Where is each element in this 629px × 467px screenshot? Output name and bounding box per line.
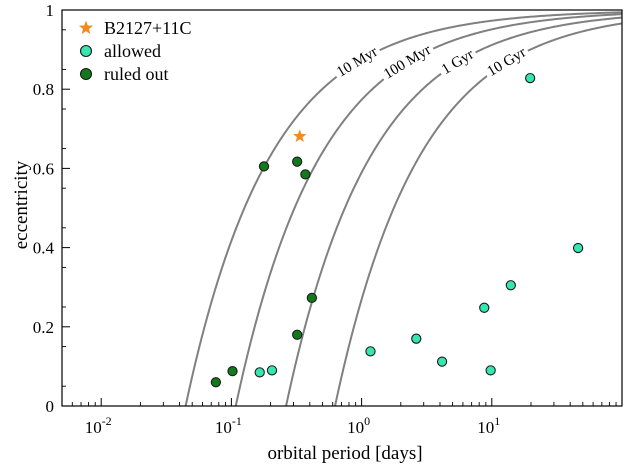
- allowed-point-6: [485, 365, 496, 376]
- y-tick-label-3: 0.6: [33, 159, 54, 178]
- data-points: [210, 72, 584, 388]
- y-tick-label-4: 0.8: [33, 80, 54, 99]
- curve-label-bg-3: [481, 41, 533, 84]
- y-tick-label-2: 0.4: [33, 239, 55, 258]
- x-tick-label-2: 100: [347, 414, 370, 437]
- x-tick-label-0: 10-2: [85, 414, 112, 437]
- y-tick-label-5: 1: [46, 1, 55, 20]
- x-axis-label: orbital period [days]: [267, 443, 422, 464]
- ruled-out-point-5: [300, 169, 311, 180]
- ruled-out-point-1: [227, 366, 238, 377]
- eccentricity-curves: 10 Myr 100 Myr 1 Gyr 10 Gyr: [184, 11, 623, 407]
- curve-label-3: 10 Gyr: [485, 45, 529, 80]
- curve-1: [234, 13, 623, 407]
- allowed-point-7: [505, 280, 516, 291]
- allowed-point-1: [266, 365, 278, 376]
- allowed-point-9: [572, 242, 584, 254]
- curve-3: [334, 22, 623, 407]
- allowed-point-5: [479, 302, 490, 313]
- ruled-out-point-6: [306, 292, 318, 304]
- ticks: 10-2 10-1 100 101 0 0.2 0.4 0.6 0.8 1: [33, 1, 617, 437]
- curve-0: [184, 11, 623, 407]
- y-tick-label-0: 0: [46, 397, 55, 416]
- ruled-out-point-2: [258, 161, 270, 172]
- allowed-point-8: [524, 72, 536, 84]
- legend-allowed-marker: [79, 44, 93, 58]
- ruled-out-point-4: [292, 329, 303, 340]
- curve-label-bg-1: [377, 38, 438, 86]
- allowed-point-0: [254, 367, 265, 378]
- legend-label-0: B2127+11C: [104, 18, 192, 38]
- legend: B2127+11C allowed ruled out: [78, 18, 192, 84]
- star-point-0: [293, 129, 307, 142]
- axes: [61, 9, 623, 407]
- allowed-point-4: [436, 356, 448, 367]
- y-axis-label: eccentricity: [11, 160, 32, 249]
- plot-frame: [61, 9, 623, 407]
- legend-ruled-out-marker: [79, 67, 93, 81]
- allowed-point-3: [411, 333, 422, 344]
- x-tick-label-3: 101: [477, 414, 500, 437]
- legend-label-1: allowed: [104, 41, 161, 61]
- allowed-point-2: [365, 346, 376, 357]
- legend-star-icon: [78, 20, 94, 35]
- y-tick-label-1: 0.2: [33, 318, 54, 337]
- curve-label-bg-0: [330, 40, 385, 84]
- legend-label-2: ruled out: [104, 64, 169, 84]
- ruled-out-point-0: [210, 377, 222, 388]
- curve-label-bg-2: [435, 43, 481, 82]
- ruled-out-point-3: [292, 156, 303, 167]
- x-tick-label-1: 10-1: [215, 414, 242, 437]
